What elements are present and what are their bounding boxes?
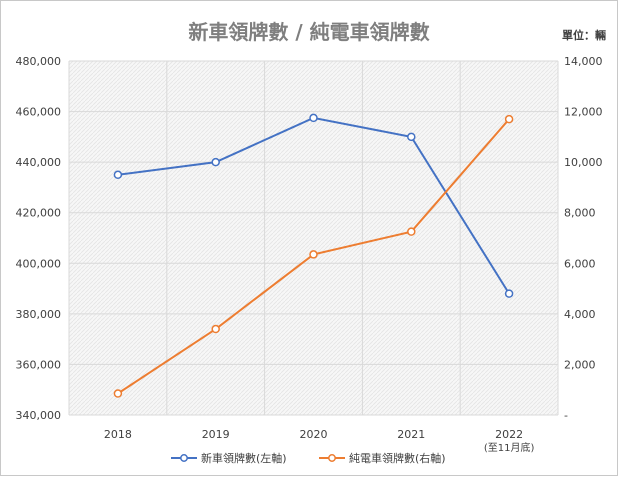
left-axis: 340,000 360,000 380,000 400,000 420,000 440,0… bbox=[16, 55, 62, 422]
x-tick-label: 2021 bbox=[397, 428, 425, 441]
right-tick-label: 14,000 bbox=[564, 55, 603, 68]
left-tick-label: 420,000 bbox=[16, 207, 62, 220]
data-point-1 bbox=[407, 227, 416, 236]
x-tick-sublabel: (至11月底) bbox=[484, 441, 535, 454]
data-point-1 bbox=[504, 114, 514, 124]
left-tick-label: 460,000 bbox=[16, 106, 62, 119]
legend: 新車領牌數(左軸) 純電車領牌數(右軸) bbox=[171, 451, 446, 465]
right-tick-label: 12,000 bbox=[564, 106, 603, 119]
left-tick-label: 400,000 bbox=[16, 257, 62, 270]
unit-label: 單位：輛 bbox=[562, 28, 606, 42]
series-layer bbox=[113, 113, 514, 398]
left-tick-label: 380,000 bbox=[16, 308, 62, 321]
data-point-0 bbox=[407, 132, 416, 142]
legend-label-new-cars: 新車領牌數(左軸) bbox=[201, 451, 287, 465]
legend-marker-ev bbox=[328, 454, 336, 462]
right-tick-label: 4,000 bbox=[564, 308, 596, 321]
left-tick-label: 360,000 bbox=[16, 358, 62, 371]
right-axis: - 2,000 4,000 6,000 8,000 10,000 12,000 14,000 bbox=[564, 55, 603, 422]
chart-title: 新車領牌數 / 純電車領牌數 bbox=[188, 20, 429, 44]
data-point-1 bbox=[211, 324, 220, 334]
right-tick-label: 2,000 bbox=[564, 358, 596, 371]
data-point-0 bbox=[309, 113, 318, 123]
right-tick-label: 10,000 bbox=[564, 156, 603, 169]
data-point-1 bbox=[113, 389, 123, 398]
left-tick-label: 440,000 bbox=[16, 156, 62, 169]
x-tick-label: 2020 bbox=[300, 428, 328, 441]
data-point-0 bbox=[504, 289, 514, 298]
grid-lines bbox=[68, 60, 559, 416]
legend-marker-new-cars bbox=[180, 454, 188, 462]
left-tick-label: 480,000 bbox=[16, 55, 62, 68]
x-tick-label: 2018 bbox=[104, 428, 132, 441]
x-axis: 2018 2019 2020 2021 2022(至11月底) bbox=[104, 428, 535, 454]
data-point-0 bbox=[211, 157, 220, 167]
left-tick-label: 340,000 bbox=[16, 409, 62, 422]
data-point-1 bbox=[309, 250, 318, 259]
data-point-0 bbox=[113, 170, 123, 180]
right-tick-label: 8,000 bbox=[564, 207, 596, 220]
right-tick-label: 6,000 bbox=[564, 257, 596, 270]
x-tick-label: 2019 bbox=[202, 428, 230, 441]
right-tick-label: - bbox=[564, 409, 568, 422]
x-tick-label: 2022 bbox=[495, 428, 523, 441]
legend-label-ev: 純電車領牌數(右軸) bbox=[349, 451, 446, 465]
